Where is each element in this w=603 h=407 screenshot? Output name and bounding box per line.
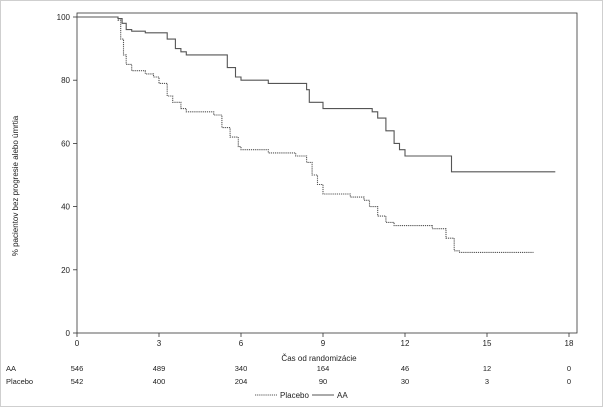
risk-count: 0 xyxy=(567,364,571,373)
y-axis: 0 20 40 60 80 100 xyxy=(57,13,77,338)
x-tick-label: 9 xyxy=(321,339,326,348)
plot-area-frame xyxy=(76,12,578,334)
series-layer xyxy=(77,16,556,253)
x-tick-label: 12 xyxy=(401,339,410,348)
series-line-aa xyxy=(77,16,556,173)
x-axis: 0 3 6 9 12 15 18 xyxy=(75,333,574,348)
x-tick-label: 15 xyxy=(483,339,492,348)
risk-count: 164 xyxy=(317,364,330,373)
risk-count: 400 xyxy=(153,377,166,386)
risk-row-label: Placebo xyxy=(6,377,33,386)
x-tick-label: 0 xyxy=(75,339,80,348)
risk-count: 542 xyxy=(71,377,84,386)
legend-label-aa: AA xyxy=(337,391,348,400)
y-tick-label: 40 xyxy=(61,203,70,212)
risk-count: 546 xyxy=(71,364,84,373)
y-tick-label: 20 xyxy=(61,266,70,275)
legend-label-placebo: Placebo xyxy=(280,391,309,400)
x-axis-title: Čas od randomizácie xyxy=(281,354,357,363)
risk-count: 30 xyxy=(401,377,409,386)
x-tick-label: 6 xyxy=(239,339,244,348)
risk-count: 46 xyxy=(401,364,409,373)
risk-count: 12 xyxy=(483,364,491,373)
y-axis-title: % pacientov bez progresie alebo úmrtia xyxy=(11,115,20,256)
y-tick-label: 60 xyxy=(61,139,70,148)
risk-count: 340 xyxy=(235,364,248,373)
y-tick-label: 80 xyxy=(61,76,70,85)
risk-count: 489 xyxy=(153,364,166,373)
y-tick-label: 100 xyxy=(57,13,71,22)
x-tick-label: 18 xyxy=(565,339,574,348)
risk-count: 3 xyxy=(485,377,489,386)
x-tick-label: 3 xyxy=(157,339,162,348)
series-line-placebo xyxy=(77,16,534,253)
legend: Placebo AA xyxy=(255,391,348,400)
risk-count: 204 xyxy=(235,377,248,386)
risk-row-label: AA xyxy=(6,364,16,373)
risk-count: 90 xyxy=(319,377,327,386)
y-tick-label: 0 xyxy=(66,329,71,338)
risk-count: 0 xyxy=(567,377,571,386)
